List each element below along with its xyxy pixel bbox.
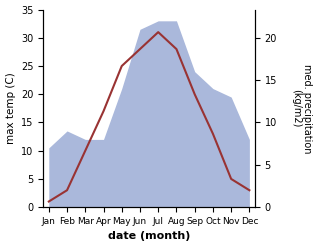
X-axis label: date (month): date (month) — [108, 231, 190, 242]
Y-axis label: med. precipitation
(kg/m2): med. precipitation (kg/m2) — [291, 64, 313, 153]
Y-axis label: max temp (C): max temp (C) — [5, 72, 16, 144]
